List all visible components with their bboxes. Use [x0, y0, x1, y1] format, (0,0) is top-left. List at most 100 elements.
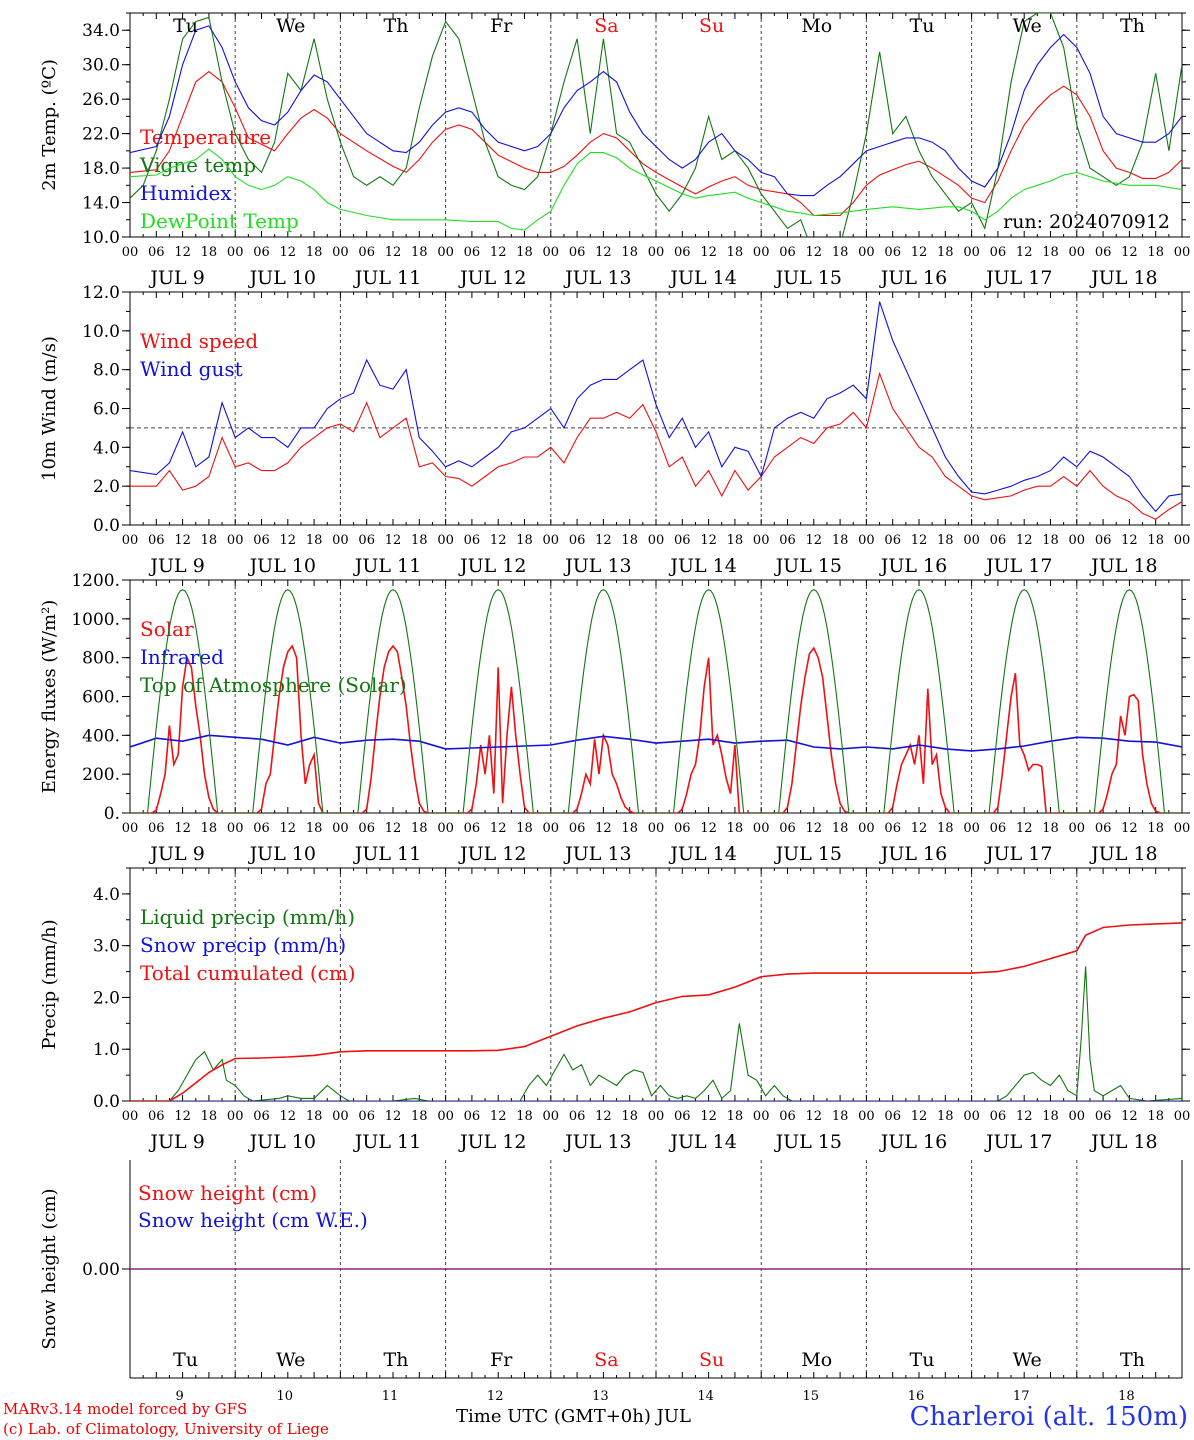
x-hour-label: 12 [490, 245, 507, 260]
x-hour-label: 06 [990, 1109, 1007, 1124]
x-hour-label: 18 [516, 821, 533, 836]
x-hour-label: 18 [1042, 533, 1059, 548]
x-hour-label: 00 [1069, 533, 1086, 548]
x-date-label: JUL 9 [148, 555, 204, 577]
x-hour-label: 12 [174, 821, 191, 836]
x-hour-label: 12 [911, 821, 928, 836]
series-line-solar [130, 644, 1182, 813]
x-hour-label: 00 [332, 245, 349, 260]
x-date-label: JUL 13 [563, 1131, 631, 1153]
x-hour-label: 12 [806, 533, 823, 548]
x-hour-label: 12 [806, 821, 823, 836]
x-date-label: JUL 14 [668, 555, 736, 577]
y-tick-label: 34.0 [82, 21, 120, 41]
x-hour-label: 06 [253, 533, 270, 548]
y-tick-label: 18.0 [82, 159, 120, 179]
legend-entry: Total cumulated (cm) [140, 961, 356, 985]
weekday-label: Mo [801, 1349, 832, 1371]
x-hour-label: 18 [201, 821, 218, 836]
series-line-wind-gust [130, 301, 1182, 513]
x-hour-label: 18 [727, 245, 744, 260]
day-number-label: 9 [175, 1389, 183, 1404]
x-date-label: JUL 18 [1089, 555, 1157, 577]
y-tick-label: 8.0 [93, 361, 120, 381]
x-hour-label: 18 [727, 821, 744, 836]
x-hour-label: 00 [437, 1109, 454, 1124]
x-axis-title: Time UTC (GMT+0h) JUL [456, 1406, 691, 1427]
y-tick-label: 0. [104, 804, 120, 824]
x-hour-label: 18 [937, 245, 954, 260]
x-hour-label: 12 [1121, 533, 1138, 548]
series-line-liquid-precip-mm-h- [130, 966, 1182, 1101]
y-tick-label: 600. [82, 688, 120, 708]
x-hour-label: 06 [253, 245, 270, 260]
y-tick-label: 6.0 [93, 400, 120, 420]
x-hour-label: 00 [1069, 1109, 1086, 1124]
x-date-label: JUL 15 [774, 1131, 842, 1153]
legend-entry: Top of Atmosphere (Solar) [140, 673, 407, 697]
day-number-label: 12 [487, 1389, 504, 1404]
x-hour-label: 12 [280, 821, 297, 836]
x-hour-label: 06 [148, 245, 165, 260]
x-hour-label: 18 [516, 1109, 533, 1124]
day-number-label: 17 [1013, 1389, 1030, 1404]
x-hour-label: 00 [648, 1109, 665, 1124]
day-number-label: 16 [908, 1389, 925, 1404]
weekday-label: Tu [173, 15, 198, 37]
x-hour-label: 00 [648, 245, 665, 260]
day-number-label: 10 [277, 1389, 294, 1404]
y-tick-label: 12.0 [82, 283, 120, 303]
x-hour-label: 06 [464, 533, 481, 548]
legend-entry: Infrared [140, 645, 224, 669]
x-hour-label: 18 [1042, 1109, 1059, 1124]
y-tick-label: 2.0 [93, 988, 120, 1008]
legend-entry: Liquid precip (mm/h) [140, 905, 355, 929]
legend-entry: Snow height (cm W.E.) [138, 1208, 368, 1232]
x-hour-label: 06 [358, 533, 375, 548]
weekday-label: Tu [910, 1349, 935, 1371]
weekday-label: Mo [801, 15, 832, 37]
x-hour-label: 00 [963, 245, 980, 260]
x-hour-label: 18 [411, 1109, 428, 1124]
x-date-label: JUL 10 [248, 843, 316, 865]
x-hour-label: 12 [1016, 533, 1033, 548]
x-hour-label: 00 [858, 821, 875, 836]
x-hour-label: 12 [1121, 821, 1138, 836]
x-hour-label: 06 [990, 533, 1007, 548]
x-hour-label: 00 [858, 1109, 875, 1124]
x-hour-label: 18 [1042, 821, 1059, 836]
x-hour-label: 06 [358, 1109, 375, 1124]
panel-5: 0.00 Snow height (cm) Snow height (cm) Snow… [39, 1160, 1190, 1404]
x-hour-label: 06 [1095, 1109, 1112, 1124]
legend-entry: Vigne temp [139, 153, 256, 177]
y-axis-title: Energy fluxes (W/m²) [39, 600, 60, 794]
x-hour-label: 00 [543, 245, 560, 260]
x-hour-label: 00 [1174, 821, 1191, 836]
x-hour-label: 06 [674, 533, 691, 548]
x-hour-label: 06 [569, 1109, 586, 1124]
x-date-label: JUL 9 [148, 1131, 204, 1153]
x-hour-label: 00 [543, 821, 560, 836]
x-hour-label: 06 [674, 245, 691, 260]
weekday-label: Tu [910, 15, 935, 37]
x-hour-label: 00 [437, 533, 454, 548]
x-hour-label: 00 [332, 1109, 349, 1124]
day-number-label: 13 [592, 1389, 609, 1404]
x-hour-label: 06 [358, 245, 375, 260]
credit-line-1: MARv3.14 model forced by GFS [3, 1400, 248, 1418]
y-tick-label: 400. [82, 726, 120, 746]
x-hour-label: 18 [201, 1109, 218, 1124]
x-hour-label: 06 [1095, 821, 1112, 836]
x-hour-label: 06 [569, 245, 586, 260]
x-hour-label: 18 [621, 533, 638, 548]
legend-entry: Humidex [140, 181, 232, 205]
weekday-label: Th [1120, 1349, 1145, 1371]
y-tick-label: 0.00 [82, 1260, 120, 1280]
x-hour-label: 12 [280, 245, 297, 260]
weekday-label: Su [699, 1349, 724, 1371]
x-hour-label: 00 [963, 821, 980, 836]
x-hour-label: 00 [858, 245, 875, 260]
panel-4: 0.0 1.0 2.0 3.0 4.0 Precip (mm/h) 00 06 12 18 JUL … [39, 867, 1190, 1153]
x-hour-label: 12 [806, 245, 823, 260]
